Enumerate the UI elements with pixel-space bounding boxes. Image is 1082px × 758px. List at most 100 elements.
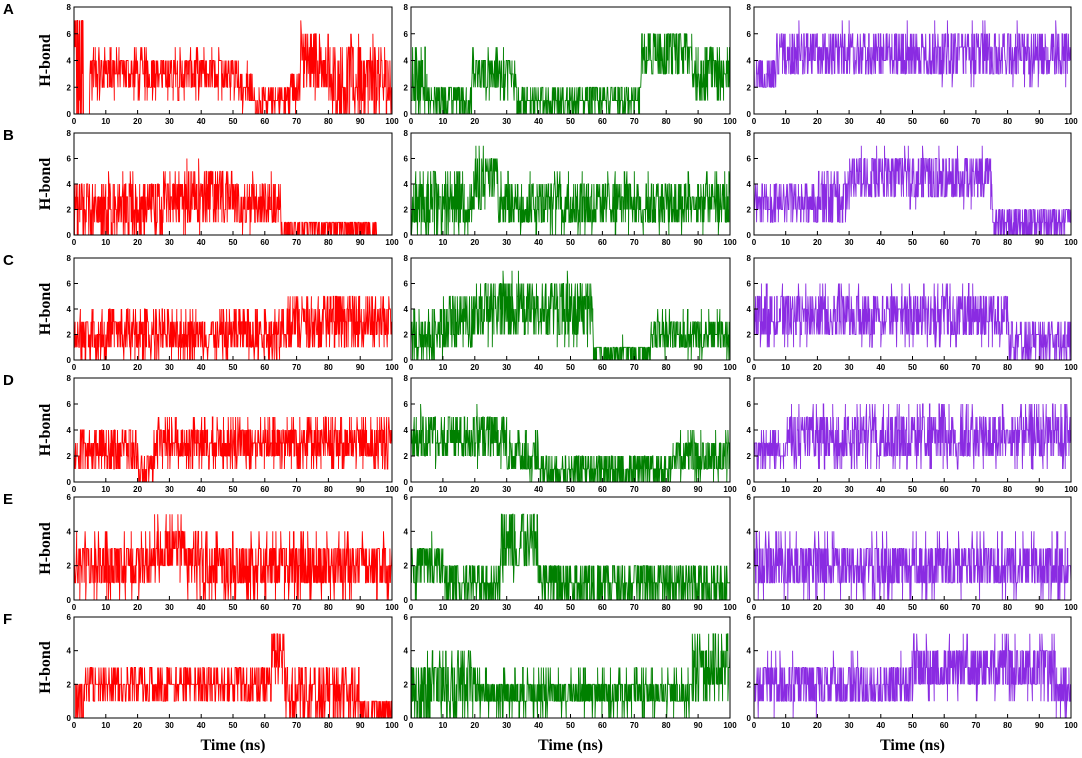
- x-tick-label: 100: [385, 721, 399, 730]
- y-tick-label: 4: [67, 426, 72, 435]
- y-tick-label: 6: [404, 280, 409, 289]
- x-tick-label: 30: [165, 721, 174, 730]
- y-tick-label: 2: [404, 206, 409, 215]
- y-tick-label: 6: [747, 493, 752, 502]
- x-tick-label: 10: [101, 363, 110, 372]
- y-tick-label: 4: [404, 180, 409, 189]
- x-tick-label: 20: [470, 485, 479, 494]
- x-tick-label: 80: [324, 363, 333, 372]
- x-tick-label: 10: [438, 721, 447, 730]
- x-tick-label: 50: [908, 363, 917, 372]
- x-tick-label: 20: [813, 238, 822, 247]
- x-tick-label: 0: [752, 363, 757, 372]
- x-tick-label: 30: [502, 363, 511, 372]
- y-tick-label: 6: [67, 30, 72, 39]
- y-tick-label: 6: [404, 493, 409, 502]
- y-tick-label: 4: [747, 180, 752, 189]
- x-tick-label: 90: [1035, 117, 1044, 126]
- y-tick-label: 8: [404, 129, 409, 138]
- x-tick-label: 40: [876, 238, 885, 247]
- x-tick-label: 80: [1003, 238, 1012, 247]
- x-tick-label: 70: [292, 485, 301, 494]
- y-tick-label: 2: [67, 331, 72, 340]
- x-tick-label: 50: [229, 485, 238, 494]
- x-tick-label: 60: [598, 485, 607, 494]
- x-tick-label: 20: [813, 363, 822, 372]
- y-tick-label: 0: [404, 478, 409, 487]
- x-tick-label: 60: [260, 603, 269, 612]
- x-tick-label: 50: [229, 721, 238, 730]
- x-tick-label: 100: [1064, 485, 1078, 494]
- x-tick-label: 40: [534, 238, 543, 247]
- x-tick-label: 80: [324, 603, 333, 612]
- x-tick-label: 30: [845, 117, 854, 126]
- x-tick-label: 20: [470, 117, 479, 126]
- x-tick-label: 50: [908, 485, 917, 494]
- x-tick-label: 30: [845, 238, 854, 247]
- x-tick-label: 60: [598, 238, 607, 247]
- x-tick-label: 90: [356, 363, 365, 372]
- x-tick-label: 30: [165, 117, 174, 126]
- x-tick-label: 60: [940, 363, 949, 372]
- y-tick-label: 6: [404, 400, 409, 409]
- x-tick-label: 50: [908, 603, 917, 612]
- y-tick-label: 4: [404, 305, 409, 314]
- y-tick-label: 2: [747, 562, 752, 571]
- x-tick-label: 50: [566, 363, 575, 372]
- x-tick-label: 100: [723, 363, 737, 372]
- x-tick-label: 40: [197, 603, 206, 612]
- series-line: [410, 633, 731, 719]
- x-tick-label: 60: [260, 721, 269, 730]
- series-line: [73, 295, 393, 361]
- x-tick-label: 90: [694, 603, 703, 612]
- x-tick-label: 90: [356, 117, 365, 126]
- y-tick-label: 8: [67, 374, 72, 383]
- y-tick-label: 8: [404, 254, 409, 263]
- x-tick-label: 100: [1064, 238, 1078, 247]
- x-tick-label: 80: [662, 485, 671, 494]
- y-tick-label: 0: [747, 478, 752, 487]
- x-tick-label: 80: [324, 485, 333, 494]
- x-tick-label: 0: [72, 485, 77, 494]
- y-tick-label: 6: [747, 280, 752, 289]
- y-tick-label: 4: [404, 57, 409, 66]
- y-tick-label: 6: [67, 493, 72, 502]
- y-tick-label: 0: [404, 596, 409, 605]
- x-tick-label: 20: [470, 238, 479, 247]
- panel-label-F: F: [3, 611, 12, 628]
- x-tick-label: 20: [813, 603, 822, 612]
- x-tick-label: 60: [940, 603, 949, 612]
- x-tick-label: 20: [133, 603, 142, 612]
- x-tick-label: 70: [292, 117, 301, 126]
- x-tick-label: 90: [356, 603, 365, 612]
- x-tick-label: 50: [566, 117, 575, 126]
- x-tick-label: 30: [502, 485, 511, 494]
- x-tick-label: 80: [1003, 363, 1012, 372]
- x-tick-label: 90: [1035, 238, 1044, 247]
- y-tick-label: 2: [747, 206, 752, 215]
- y-tick-label: 6: [747, 30, 752, 39]
- x-tick-label: 0: [752, 603, 757, 612]
- x-tick-label: 10: [101, 485, 110, 494]
- x-axis-label: Time (ns): [200, 737, 265, 754]
- y-axis-label: H-bond: [37, 522, 54, 575]
- y-tick-label: 8: [747, 129, 752, 138]
- x-tick-label: 50: [229, 238, 238, 247]
- x-tick-label: 90: [1035, 363, 1044, 372]
- series-line: [73, 416, 393, 483]
- y-tick-label: 0: [747, 110, 752, 119]
- x-tick-label: 70: [971, 603, 980, 612]
- y-tick-label: 2: [67, 206, 72, 215]
- x-tick-label: 30: [502, 721, 511, 730]
- y-tick-label: 0: [404, 356, 409, 365]
- y-tick-label: 0: [67, 110, 72, 119]
- x-tick-label: 20: [470, 721, 479, 730]
